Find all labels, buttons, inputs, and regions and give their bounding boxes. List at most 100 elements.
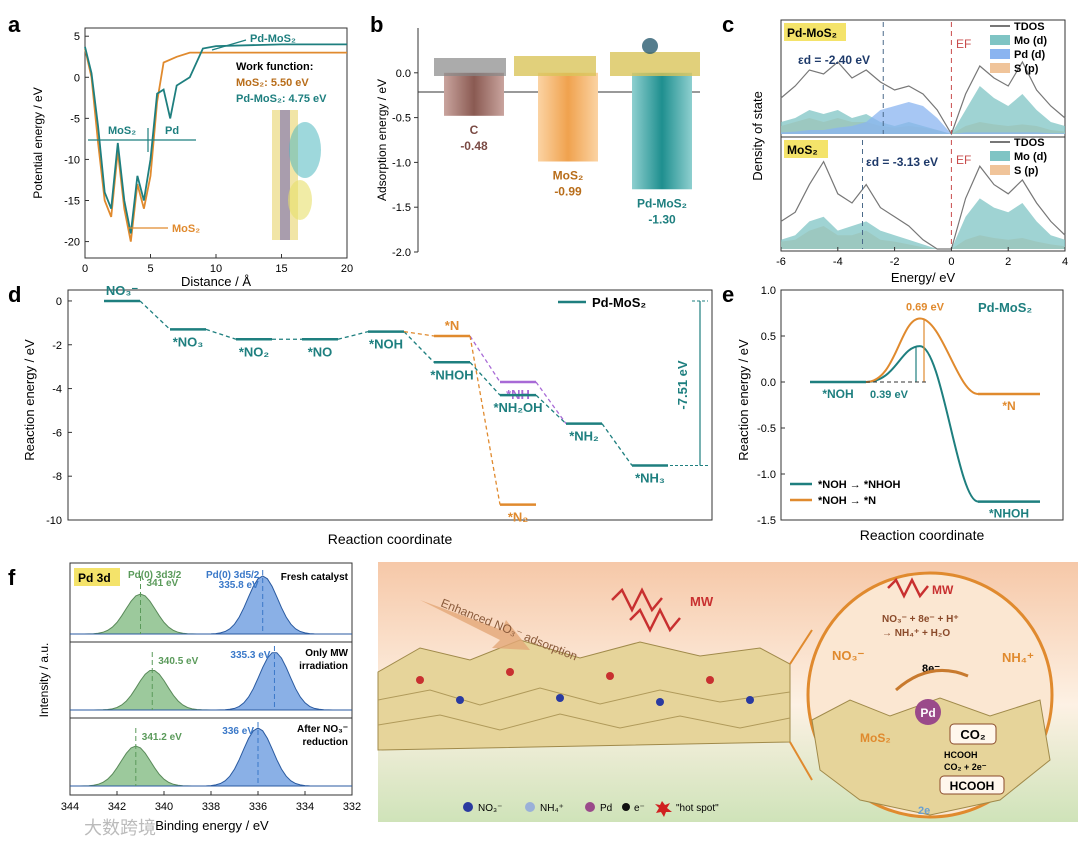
panel-g-pd-label: Pd bbox=[920, 706, 935, 720]
row-name: After NO₃⁻ bbox=[297, 724, 348, 735]
bar-0 bbox=[444, 72, 504, 116]
connector bbox=[205, 328, 237, 340]
panel-e-ylabel: Reaction energy / eV bbox=[736, 339, 751, 461]
y-tick-label: 0.0 bbox=[761, 377, 776, 389]
panel-g-eq2: → NH₄⁺ + H₂O bbox=[882, 628, 950, 639]
state-label: *N₂ bbox=[508, 510, 528, 525]
state-label: *NH₃ bbox=[635, 470, 665, 485]
peak-label-2: 335.8 eV bbox=[219, 580, 259, 591]
panel-g-microwave-icon bbox=[611, 587, 681, 633]
legend-no3: NO₃⁻ bbox=[478, 803, 502, 814]
x-tick-label: 344 bbox=[61, 801, 79, 813]
row-name-cont: reduction bbox=[302, 737, 348, 748]
panel-c-xlabel: Energy/ eV bbox=[891, 270, 956, 285]
y-tick-label: -6 bbox=[52, 427, 62, 439]
legend-nh4: NH₄⁺ bbox=[540, 803, 564, 814]
panel-c-legend-top: TDOS Mo (d) Pd (d) S (p) bbox=[990, 21, 1047, 75]
barrier-label-1: 0.69 eV bbox=[906, 302, 945, 314]
panel-c-ticks: -6 -4 -2 0 2 4 bbox=[776, 247, 1068, 268]
legend-no3-icon bbox=[463, 802, 473, 812]
panel-g-legend: NO₃⁻ NH₄⁺ Pd e⁻ "hot spot" bbox=[463, 801, 719, 817]
panel-f-xlabel: Binding energy / eV bbox=[155, 818, 269, 833]
state-label: *NO₃ bbox=[173, 334, 204, 349]
panel-g-reaction-arrow bbox=[895, 669, 969, 692]
final-label-1: *N bbox=[1002, 399, 1015, 413]
connector bbox=[469, 361, 501, 396]
series-line-mos2 bbox=[84, 48, 347, 242]
panel-a-structure-illustration bbox=[272, 110, 321, 240]
legend-bot-mod: Mo (d) bbox=[1014, 151, 1047, 163]
legend-bot-tdos: TDOS bbox=[1014, 137, 1045, 149]
y-tick-label: 1.0 bbox=[761, 285, 776, 297]
connector bbox=[403, 331, 435, 363]
y-tick-label: -2.0 bbox=[392, 247, 411, 259]
x-tick-label: -2 bbox=[890, 256, 900, 268]
y-tick-label: 0.0 bbox=[396, 68, 411, 80]
panel-d-xlabel: Reaction coordinate bbox=[328, 531, 453, 547]
panel-a-potential-chart: 0 5 10 15 20 5 0 -5 -10 -15 -20 Distance / Å Poten… bbox=[31, 27, 353, 289]
x-tick-label: 4 bbox=[1062, 256, 1068, 268]
panel-a-pdmos2-arrow bbox=[211, 39, 247, 51]
y-tick-label: -2 bbox=[52, 340, 62, 352]
panel-f-ylabel: Intensity / a.u. bbox=[37, 643, 51, 718]
legend-pd-icon bbox=[585, 802, 595, 812]
panel-d-frame bbox=[67, 289, 713, 521]
x-tick-label: 336 bbox=[249, 801, 267, 813]
x-tick-label: 2 bbox=[1005, 256, 1011, 268]
connector bbox=[469, 335, 501, 383]
x-tick-label: 0 bbox=[948, 256, 954, 268]
y-tick-label: -8 bbox=[52, 471, 62, 483]
bar-category-label: Pd-MoS₂ bbox=[637, 196, 687, 210]
state-label: *NOH bbox=[369, 337, 403, 352]
peak-label-2: 335.3 eV bbox=[230, 650, 270, 661]
legend-hotspot: "hot spot" bbox=[676, 803, 719, 814]
panel-label-b: b bbox=[370, 12, 383, 37]
panel-e-legend-1: *NOH → *NHOH bbox=[818, 479, 901, 491]
y-tick-label: -5 bbox=[70, 113, 80, 125]
legend-nh4-icon bbox=[525, 802, 535, 812]
panel-c-top-areas bbox=[780, 22, 1066, 136]
panel-g-eq1: NO₃⁻ + 8e⁻ + H⁺ bbox=[882, 614, 959, 625]
panel-c-frame-bottom bbox=[780, 136, 1066, 252]
legend-pd: Pd bbox=[600, 803, 612, 814]
state-label: *NO₂ bbox=[239, 344, 270, 359]
panel-e-barrier-chart: 1.0 0.5 0.0 -0.5 -1.0 -1.5 *NHOH *N *NOH 0.39 eV… bbox=[736, 285, 1064, 543]
legend-hotspot-icon bbox=[655, 801, 672, 817]
panel-f-xps-chart: 341 eV 335.8 eV Fresh catalyst 340.5 eV 335.… bbox=[37, 562, 361, 833]
panel-a-label-mos2: MoS₂ bbox=[172, 223, 200, 235]
state-label: *NO bbox=[308, 344, 333, 359]
panel-f-frame bbox=[69, 562, 353, 796]
x-tick-label: -6 bbox=[776, 256, 786, 268]
barrier-label-0: 0.39 eV bbox=[870, 389, 909, 401]
row-name: Only MW bbox=[305, 648, 348, 659]
panel-e-frame bbox=[780, 289, 1064, 521]
panel-c-tag-bottom: MoS₂ bbox=[787, 143, 818, 157]
x-tick-label: 0 bbox=[82, 263, 88, 275]
peak-3d52 bbox=[70, 575, 352, 635]
peak-label-2: 336 eV bbox=[222, 726, 254, 737]
panel-a-label-pdmos2: Pd-MoS₂ bbox=[250, 33, 296, 45]
y-tick-label: -4 bbox=[52, 384, 62, 396]
panel-d-delta-label: -7.51 eV bbox=[675, 360, 690, 409]
panel-f-rows: 341 eV 335.8 eV Fresh catalyst 340.5 eV 335.… bbox=[70, 570, 352, 787]
y-tick-label: -10 bbox=[46, 515, 62, 527]
panel-a-wf-title: Work function: bbox=[236, 61, 313, 73]
panel-a-region-pd: Pd bbox=[165, 125, 179, 137]
bar-category-label: MoS₂ bbox=[553, 169, 584, 183]
peak-3d52 bbox=[70, 652, 352, 711]
panel-a-xlabel: Distance / Å bbox=[181, 274, 251, 289]
panel-e-legend-2: *NOH → *N bbox=[818, 495, 876, 507]
panel-a-region-mos2: MoS₂ bbox=[108, 125, 136, 137]
final-label-0: *NHOH bbox=[989, 507, 1029, 521]
panel-b-ticks: 0.0 -0.5 -1.0 -1.5 -2.0 bbox=[392, 68, 418, 259]
connector bbox=[469, 335, 501, 505]
panel-d-legend-text: Pd-MoS₂ bbox=[592, 295, 646, 310]
panel-b-adsorption-chart: 0.0 -0.5 -1.0 -1.5 -2.0 C -0.48 MoS₂ -0.99 Pd-Mo… bbox=[375, 28, 700, 259]
panel-label-e: e bbox=[722, 282, 734, 307]
panel-g-adsorption-arrow bbox=[420, 600, 530, 650]
peak-3d32 bbox=[70, 745, 352, 787]
panel-e-title: Pd-MoS₂ bbox=[978, 300, 1032, 315]
panel-g-eq2-1: HCOOH bbox=[944, 750, 978, 760]
panel-c-ed-top: εd = -2.40 eV bbox=[798, 53, 870, 67]
